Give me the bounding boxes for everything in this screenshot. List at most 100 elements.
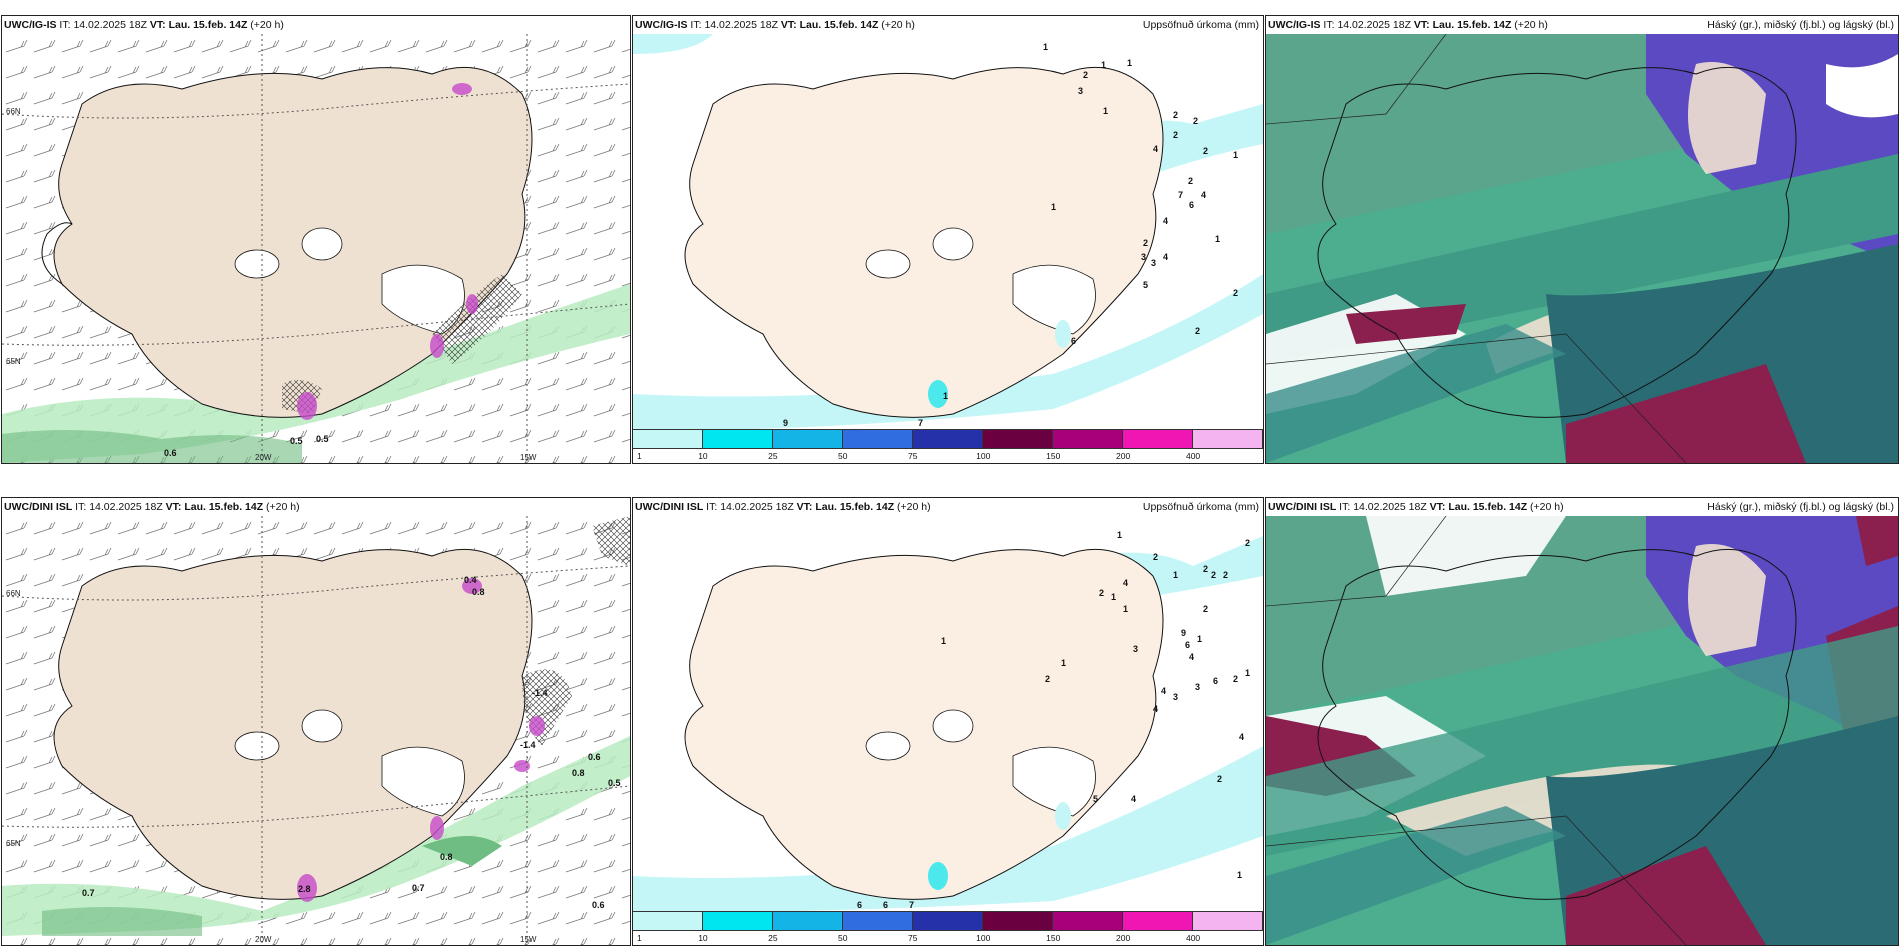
value-label: 5 [1093,794,1098,804]
value-label: 1 [943,391,948,401]
value-label: 2 [1153,552,1158,562]
colorbar-tick: 1 [637,933,642,943]
colorbar-tick: 400 [1185,933,1201,943]
vt-label: VT: [165,501,182,513]
lead-time: (+20 h) [881,19,915,31]
value-label: 3 [1173,692,1178,702]
panel-header: UWC/IG-IS IT: 14.02.2025 18Z VT: Lau. 15… [4,19,284,31]
value-label: 0.5 [608,778,621,788]
value-label: 7 [918,418,923,428]
value-label: 1 [1233,150,1238,160]
value-label: 0.6 [588,752,601,762]
value-label: 0.7 [82,888,95,898]
colorbar-swatch [633,912,703,930]
value-label: 1 [1051,202,1056,212]
colorbar [633,429,1263,449]
value-label: 1 [1043,42,1048,52]
vt-label: VT: [780,19,797,31]
grid-label: 20W [255,935,272,944]
value-label: 2 [1203,604,1208,614]
grid-label: 66N [6,107,21,116]
value-label: 2.8 [298,884,311,894]
panel-header: UWC/IG-IS IT: 14.02.2025 18Z VT: Lau. 15… [635,19,915,31]
colorbar-ticks: 1 10 25 50 75 100 150 200 400 [633,449,1263,463]
value-label: 2 [1188,176,1193,186]
map-panel-wind-dini: UWC/DINI ISL IT: 14.02.2025 18Z VT: Lau.… [1,497,631,946]
value-label: 3 [1078,86,1083,96]
value-label: 1 [1111,592,1116,602]
colorbar-swatch [703,430,773,448]
it-label: IT: [1323,19,1335,31]
value-label: 2 [1203,564,1208,574]
colorbar-swatch [983,430,1053,448]
it-label: IT: [75,501,87,513]
colorbar-tick: 100 [976,933,991,943]
colorbar-swatch [1053,430,1123,448]
colorbar-swatch [1123,430,1193,448]
grid-label: 20W [255,453,272,462]
panel-header: UWC/DINI ISL IT: 14.02.2025 18Z VT: Lau.… [635,501,931,513]
wind-map: 0.4 0.8 -1.4 -1.4 0.6 0.8 0.5 0.8 0.7 0.… [2,516,630,945]
value-label: 1 [1117,530,1122,540]
lead-time: (+20 h) [266,501,300,513]
it-label: IT: [1339,501,1351,513]
panel-header: UWC/DINI ISL IT: 14.02.2025 18Z VT: Lau.… [1268,501,1564,513]
vt-label: VT: [149,19,166,31]
colorbar-ticks: 1 10 25 50 75 100 150 200 400 [633,931,1263,945]
value-label: 4 [1163,252,1168,262]
lead-time: (+20 h) [250,19,284,31]
vt-value: Lau. 15.feb. 14Z [1432,19,1512,31]
value-label: 1 [1061,658,1066,668]
value-label: 7 [1178,190,1183,200]
colorbar-tick: 50 [838,451,848,461]
precip-map: 1 2 2 2 1 2 2 4 1 2 1 2 9 6 4 1 1 1 2 3 … [633,530,1263,913]
value-label: 7 [909,900,914,910]
it-value: 14.02.2025 18Z [89,501,163,513]
grid-label: 15W [520,935,537,944]
map-area: 1 1 1 2 3 1 2 2 2 4 2 1 2 7 6 4 1 4 1 2 … [633,34,1263,431]
value-label: 1 [1173,570,1178,580]
vt-label: VT: [1429,501,1446,513]
cloud-map [1266,516,1898,945]
value-label: 0.7 [412,883,425,893]
value-label: 6 [1189,200,1194,210]
value-label: 9 [1181,628,1186,638]
value-label: 2 [1045,674,1050,684]
vt-label: VT: [796,501,813,513]
panel-header: UWC/IG-IS IT: 14.02.2025 18Z VT: Lau. 15… [1268,19,1548,31]
panel-title: Uppsöfnuð úrkoma (mm) [1142,19,1259,31]
map-panel-wind-ig: UWC/IG-IS IT: 14.02.2025 18Z VT: Lau. 15… [1,15,631,464]
colorbar-swatch [843,430,913,448]
value-label: 1 [1103,106,1108,116]
value-label: 4 [1201,190,1206,200]
colorbar-tick: 75 [907,451,918,461]
value-label: 2 [1245,538,1250,548]
map-area [1266,516,1898,945]
value-label: 0.8 [440,852,453,862]
value-label: 2 [1173,110,1178,120]
value-label: -1.4 [532,688,548,698]
vt-value: Lau. 15.feb. 14Z [799,19,879,31]
colorbar-tick: 150 [1046,933,1061,943]
value-label: 2 [1195,326,1200,336]
precip-map: 1 1 1 2 3 1 2 2 2 4 2 1 2 7 6 4 1 4 1 2 … [633,34,1263,431]
colorbar-swatch [913,430,983,448]
map-area: 0.4 0.8 -1.4 -1.4 0.6 0.8 0.5 0.8 0.7 0.… [2,516,630,945]
colorbar-swatch [1193,430,1263,448]
panel-title: Uppsöfnuð úrkoma (mm) [1142,501,1259,513]
grid-label: 65N [6,839,21,848]
value-label: 1 [1127,58,1132,68]
it-value: 14.02.2025 18Z [720,501,794,513]
map-panel-clouds-ig: UWC/IG-IS IT: 14.02.2025 18Z VT: Lau. 15… [1265,15,1899,464]
value-label: 2 [1211,570,1216,580]
value-label: 2 [1233,288,1238,298]
colorbar-tick: 75 [907,933,918,943]
value-label: 2 [1217,774,1222,784]
panel-title: Háský (gr.), miðský (fj.bl.) og lágský (… [1707,501,1894,513]
colorbar-tick: 10 [698,933,708,943]
value-label: 3 [1141,252,1146,262]
colorbar-swatch [633,430,703,448]
value-label: 1 [1123,604,1128,614]
value-label: 6 [883,900,888,910]
value-label: 2 [1143,238,1148,248]
